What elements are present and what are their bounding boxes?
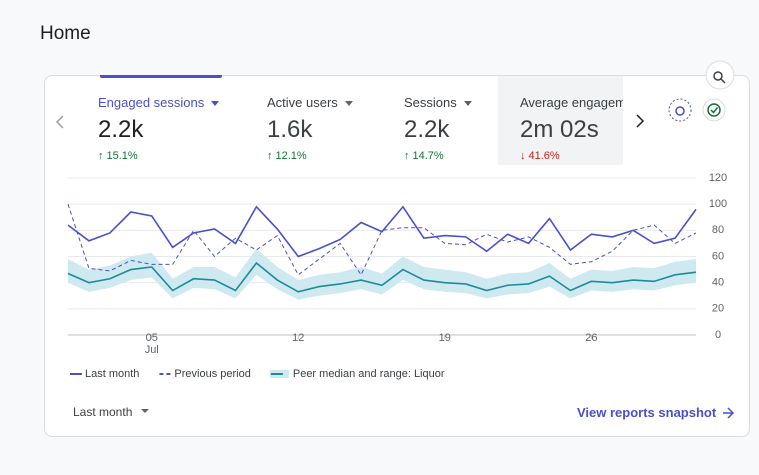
tab-label: Average engagem	[520, 95, 623, 110]
y-tick-label: 0	[715, 329, 721, 341]
change-value: 14.7%	[412, 150, 444, 162]
x-month-label: Jul	[145, 344, 159, 356]
trend-arrow: ↑	[98, 150, 104, 162]
legend-item: Peer median and range: Liquor	[269, 368, 445, 380]
legend-label: Previous period	[174, 368, 250, 380]
prev-arrow[interactable]	[55, 115, 64, 129]
insights-button[interactable]	[705, 60, 735, 90]
y-tick-label: 100	[709, 198, 727, 210]
change-value: 41.6%	[528, 150, 560, 162]
status-icon[interactable]	[702, 98, 726, 122]
series-line	[67, 204, 697, 276]
tab-header: Sessions	[404, 95, 472, 110]
x-tick-label: 26	[585, 332, 597, 344]
tab-caret	[211, 101, 220, 107]
tab-header: Average engagem	[520, 95, 623, 110]
x-tick-label: 19	[439, 332, 451, 344]
legend-item: Last month	[70, 368, 139, 380]
y-tick-label: 120	[709, 172, 727, 184]
y-tick-label: 80	[712, 224, 724, 236]
metric-tab[interactable]: Engaged sessions 2.2k ↑ 15.1%	[98, 95, 220, 165]
tab-indicator	[100, 75, 222, 78]
badge-glyph	[675, 106, 685, 116]
status-ring	[707, 103, 721, 117]
trend-arrow: ↓	[520, 150, 526, 162]
y-tick-label: 60	[712, 250, 724, 262]
tab-caret	[463, 101, 472, 107]
metric-tab[interactable]: Average engagem 2m 02s ↓ 41.6%	[520, 95, 623, 165]
y-tick-label: 40	[712, 277, 724, 289]
x-tick-label: 12	[292, 332, 304, 344]
tab-change: ↑ 15.1%	[98, 150, 219, 162]
next-arrow[interactable]	[636, 114, 645, 128]
series-line	[67, 261, 697, 293]
legend-item: Previous period	[159, 368, 251, 380]
badge-icon[interactable]	[668, 98, 692, 122]
change-value: 12.1%	[275, 150, 307, 162]
insights-handle	[720, 78, 726, 84]
metric-tab[interactable]: Active users 1.6k ↑ 12.1%	[267, 95, 353, 165]
tab-change: ↑ 14.7%	[404, 150, 472, 162]
peer-range-band	[68, 248, 696, 300]
tab-change: ↓ 41.6%	[520, 150, 623, 162]
legend-label: Last month	[85, 368, 139, 380]
status-check	[710, 107, 719, 114]
x-tick-label: 05	[146, 332, 158, 344]
tab-label: Sessions	[404, 95, 457, 110]
tab-value: 2m 02s	[520, 116, 599, 143]
tab-caret	[344, 101, 353, 107]
tab-header: Engaged sessions	[98, 95, 220, 110]
legend-label: Peer median and range: Liquor	[293, 368, 445, 380]
tab-value: 2.2k	[404, 116, 450, 143]
insights-glyph	[713, 71, 723, 81]
tab-value: 2.2k	[98, 116, 144, 143]
series-line	[67, 205, 697, 258]
report-link[interactable]: View reports snapshot	[577, 405, 717, 420]
link-arrow	[723, 407, 735, 419]
tab-label: Engaged sessions	[98, 95, 205, 110]
y-tick-label: 20	[712, 303, 724, 315]
period-caret	[141, 409, 149, 413]
tab-highlight	[498, 76, 623, 165]
tab-value: 1.6k	[267, 116, 313, 143]
tab-header: Active users	[267, 95, 353, 110]
page-title: Home	[40, 23, 91, 44]
change-value: 15.1%	[106, 150, 138, 162]
tab-label: Active users	[267, 95, 338, 110]
trend-arrow: ↑	[404, 150, 410, 162]
trend-arrow: ↑	[267, 150, 273, 162]
period-selector[interactable]: Last month	[73, 405, 133, 419]
tab-change: ↑ 12.1%	[267, 150, 353, 162]
metric-tab[interactable]: Sessions 2.2k ↑ 14.7%	[404, 95, 472, 165]
